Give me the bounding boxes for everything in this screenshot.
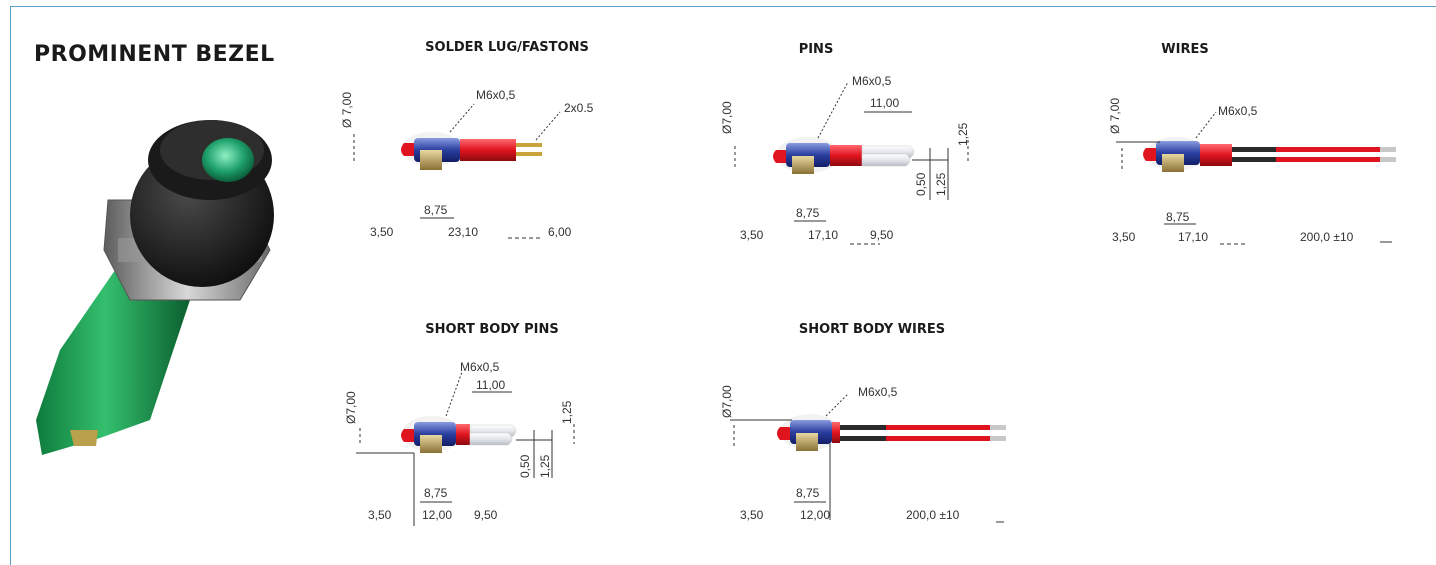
section-title-solder: SOLDER LUG/FASTONS bbox=[425, 40, 589, 55]
pins-thread-label: M6x0,5 bbox=[852, 74, 892, 88]
short-pins-dim-2: 3,50 bbox=[368, 508, 392, 522]
pins-dim-4: 9,50 bbox=[870, 228, 894, 242]
section-title-wires: WIRES bbox=[1161, 42, 1209, 57]
short-pins-thread-label: M6x0,5 bbox=[460, 360, 500, 374]
solder-dim-1: 8,75 bbox=[424, 203, 448, 217]
page-frame bbox=[10, 6, 1436, 565]
short-pins-drawing bbox=[356, 371, 575, 526]
solder-thread-label: M6x0,5 bbox=[476, 88, 516, 102]
short-pins-dim-1: 8,75 bbox=[424, 486, 448, 500]
short-pins-length-label: 11,00 bbox=[476, 378, 506, 392]
short-wires-dim-2: 3,50 bbox=[740, 508, 764, 522]
short-wires-dim-1: 8,75 bbox=[796, 486, 820, 500]
section-title-pins: PINS bbox=[798, 42, 834, 57]
pins-vdim-3: 1,25 bbox=[934, 172, 948, 196]
pins-length-label: 11,00 bbox=[870, 96, 900, 110]
solder-dim-2: 3,50 bbox=[370, 225, 394, 239]
short-pins-vdim-2: 0,50 bbox=[518, 454, 532, 478]
page-title: PROMINENT BEZEL bbox=[34, 42, 275, 67]
pins-dim-1: 8,75 bbox=[796, 206, 820, 220]
short-pins-dim-4: 9,50 bbox=[474, 508, 498, 522]
wires-dim-1: 8,75 bbox=[1166, 210, 1190, 224]
pins-drawing bbox=[734, 81, 969, 245]
product-illustration bbox=[36, 120, 274, 455]
pins-vdim-2: 0,50 bbox=[914, 172, 928, 196]
wires-diameter-label: Ø 7,00 bbox=[1108, 97, 1122, 134]
wires-drawing bbox=[1116, 111, 1396, 245]
section-title-short-wires: SHORT BODY WIRES bbox=[798, 322, 946, 337]
section-title-short-pins: SHORT BODY PINS bbox=[425, 322, 559, 337]
wires-thread-label: M6x0,5 bbox=[1218, 104, 1258, 118]
wires-dim-4: 200,0 ±10 bbox=[1300, 230, 1354, 244]
short-pins-dim-3: 12,00 bbox=[422, 508, 453, 522]
pins-diameter-label: Ø7,00 bbox=[720, 101, 734, 134]
solder-faston-label: 2x0.5 bbox=[564, 101, 594, 115]
wires-dim-3: 17,10 bbox=[1178, 230, 1209, 244]
solder-dim-4: 6,00 bbox=[548, 225, 572, 239]
short-wires-dim-3: 12,00 bbox=[800, 508, 831, 522]
wires-dim-2: 3,50 bbox=[1112, 230, 1136, 244]
pins-dim-2: 3,50 bbox=[740, 228, 764, 242]
short-pins-diameter-label: Ø7,00 bbox=[344, 391, 358, 424]
pins-dim-3: 17,10 bbox=[808, 228, 839, 242]
solder-drawing bbox=[353, 103, 561, 239]
short-pins-vdim-3: 1,25 bbox=[538, 454, 552, 478]
pins-vdim-1: 1,25 bbox=[956, 122, 970, 146]
solder-dim-3: 23,10 bbox=[448, 225, 479, 239]
short-wires-diameter-label: Ø7,00 bbox=[720, 385, 734, 418]
short-wires-thread-label: M6x0,5 bbox=[858, 385, 898, 399]
short-wires-dim-4: 200,0 ±10 bbox=[906, 508, 960, 522]
short-pins-vdim-1: 1,25 bbox=[560, 400, 574, 424]
solder-diameter-label: Ø 7,00 bbox=[340, 91, 354, 128]
short-wires-drawing bbox=[730, 393, 1006, 523]
